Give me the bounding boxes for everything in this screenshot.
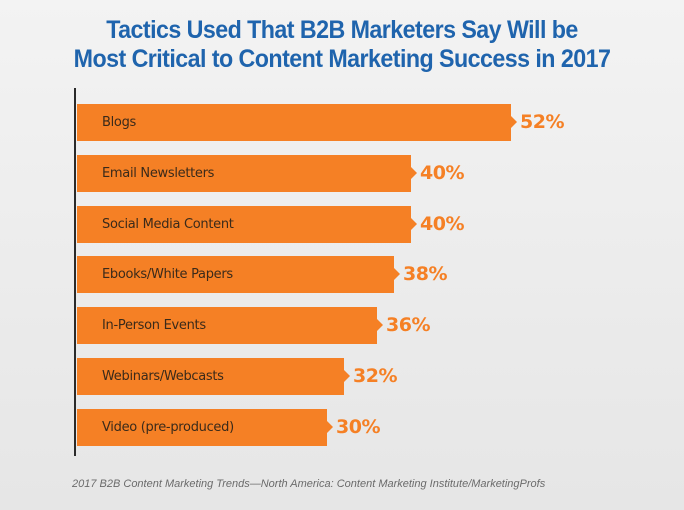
bar-row: Ebooks/White Papers 38% [77,256,474,294]
chart-title-line-2: Most Critical to Content Marketing Succe… [73,45,611,73]
bar: Ebooks/White Papers [77,256,400,294]
bar: Email Newsletters [77,154,417,192]
bar: Video (pre-produced) [77,408,333,446]
y-axis-line [74,88,76,456]
bar-label: Ebooks/White Papers [102,267,233,283]
bar-row: In-Person Events 36% [77,307,457,345]
bar-value-label: 36% [386,314,430,337]
bar: Blogs [77,104,517,141]
bar-value-label: 32% [353,365,397,387]
bar-label: In-Person Events [102,318,206,334]
bar: Social Media Content [77,205,417,243]
bar-value-label: 38% [403,263,447,286]
bar-value-label: 30% [336,415,380,438]
bar: In-Person Events [77,307,383,345]
chart-title: Tactics Used That B2B Marketers Say Will… [24,16,660,74]
bar-row: Email Newsletters 40% [77,154,491,192]
bar-row: Blogs 52% [77,104,591,141]
source-caption: 2017 B2B Content Marketing Trends—North … [72,478,546,490]
bar-value-label: 40% [420,212,464,235]
bar-label: Email Newsletters [102,165,215,181]
bar-label: Blogs [102,115,137,130]
bar-value-label: 40% [420,161,464,184]
bar-value-label: 52% [520,111,564,133]
bar-row: Social Media Content 40% [77,205,491,243]
bar-label: Video (pre-produced) [102,419,234,435]
bar-row: Video (pre-produced) 30% [77,408,407,446]
bar-row: Webinars/Webcasts 32% [77,358,424,395]
chart-title-line-1: Tactics Used That B2B Marketers Say Will… [106,16,578,44]
bar-label: Webinars/Webcasts [102,369,224,384]
bar-label: Social Media Content [102,216,234,232]
bar: Webinars/Webcasts [77,358,350,395]
